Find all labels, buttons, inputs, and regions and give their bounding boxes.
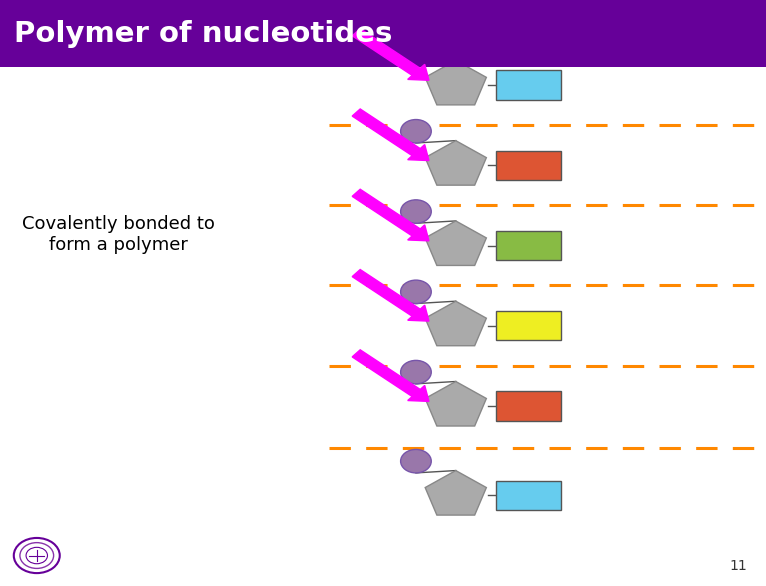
Circle shape [401,39,431,63]
FancyArrow shape [352,350,429,401]
Bar [0,0,766,67]
Bar [496,151,561,180]
FancyArrow shape [352,109,429,161]
FancyArrow shape [352,270,429,321]
Text: 11: 11 [729,559,747,573]
Bar [496,70,561,100]
Polygon shape [425,141,486,185]
Circle shape [401,360,431,384]
Polygon shape [425,60,486,105]
Bar [496,311,561,340]
Text: Polymer of nucleotides: Polymer of nucleotides [14,20,392,47]
Circle shape [401,449,431,473]
FancyArrow shape [352,189,429,241]
Circle shape [401,200,431,223]
Polygon shape [425,381,486,426]
Bar [496,231,561,260]
Polygon shape [425,301,486,346]
Text: Covalently bonded to
form a polymer: Covalently bonded to form a polymer [22,215,215,254]
Circle shape [401,280,431,304]
Bar [496,481,561,510]
Bar [496,391,561,421]
Polygon shape [425,471,486,515]
Circle shape [401,120,431,143]
FancyArrow shape [352,29,429,80]
Polygon shape [425,221,486,265]
